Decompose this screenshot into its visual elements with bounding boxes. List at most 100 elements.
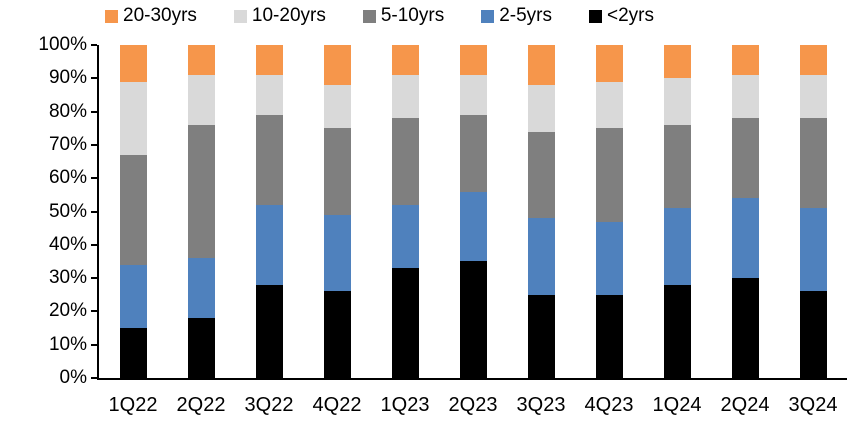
bar-segment-2q23-lt2yrs bbox=[459, 261, 487, 378]
bar-segment-1q24-10-20yrs bbox=[663, 78, 691, 125]
bar-segment-1q23-20-30yrs bbox=[391, 45, 419, 75]
bar-segment-4q22-20-30yrs bbox=[323, 45, 351, 85]
legend-item-5-10yrs: 5-10yrs bbox=[362, 5, 444, 27]
legend-label-lt2yrs: <2yrs bbox=[607, 5, 654, 26]
legend-label-10-20yrs: 10-20yrs bbox=[251, 5, 326, 26]
bar-segment-2q23-10-20yrs bbox=[459, 75, 487, 115]
bar-segment-3q23-5-10yrs bbox=[527, 131, 555, 219]
bar-segment-2q22-10-20yrs bbox=[187, 75, 215, 125]
stacked-bar-1q24 bbox=[663, 45, 691, 378]
y-axis-label-0: 0% bbox=[59, 367, 87, 388]
bar-segment-2q24-20-30yrs bbox=[731, 45, 759, 76]
y-axis-tick bbox=[91, 310, 97, 313]
bar-segment-3q22-10-20yrs bbox=[255, 75, 283, 115]
bar-segment-2q24-2-5yrs bbox=[731, 198, 759, 279]
legend-item-20-30yrs: 20-30yrs bbox=[105, 5, 197, 27]
bar-slot-1q23 bbox=[371, 45, 439, 378]
legend-label-20-30yrs: 20-30yrs bbox=[123, 5, 197, 26]
y-axis-tick bbox=[91, 377, 97, 379]
bar-segment-4q22-10-20yrs bbox=[323, 84, 351, 129]
stacked-bar-3q22 bbox=[255, 45, 283, 378]
chart-legend: 20-30yrs 10-20yrs 5-10yrs 2-5yrs <2yrs bbox=[105, 5, 654, 27]
bar-segment-3q22-2-5yrs bbox=[255, 204, 283, 285]
bar-segment-1q24-2-5yrs bbox=[663, 208, 691, 285]
bar-segment-3q23-20-30yrs bbox=[527, 45, 555, 85]
x-axis-label-4q23: 4Q23 bbox=[584, 394, 634, 416]
stacked-bar-4q23 bbox=[595, 45, 623, 378]
bar-segment-3q24-2-5yrs bbox=[799, 208, 827, 292]
bar-segment-1q22-lt2yrs bbox=[119, 328, 147, 378]
bar-slot-4q22 bbox=[303, 45, 371, 378]
stacked-bar-4q22 bbox=[323, 45, 351, 378]
x-axis-label-3q23: 3Q23 bbox=[516, 394, 566, 416]
x-axis-label-3q22: 3Q22 bbox=[244, 394, 294, 416]
bar-segment-2q22-20-30yrs bbox=[187, 45, 215, 75]
y-axis-tick bbox=[91, 110, 97, 113]
x-axis-label-3q24: 3Q24 bbox=[788, 394, 838, 416]
stacked-bar-3q23 bbox=[527, 45, 555, 378]
bar-segment-1q22-2-5yrs bbox=[119, 264, 147, 329]
bar-segment-4q23-lt2yrs bbox=[595, 294, 623, 378]
bar-segment-1q24-5-10yrs bbox=[663, 124, 691, 209]
bar-segment-3q23-2-5yrs bbox=[527, 218, 555, 295]
y-axis-label-40: 40% bbox=[48, 233, 87, 255]
stacked-bar-2q22 bbox=[187, 45, 215, 378]
bar-segment-1q22-10-20yrs bbox=[119, 81, 147, 155]
bar-slot-2q24 bbox=[711, 45, 779, 378]
bar-slot-2q23 bbox=[439, 45, 507, 378]
bar-segment-3q22-20-30yrs bbox=[255, 45, 283, 75]
legend-swatch-lt2yrs bbox=[589, 9, 602, 23]
bar-segment-3q24-20-30yrs bbox=[799, 45, 827, 75]
bar-segment-3q23-10-20yrs bbox=[527, 84, 555, 132]
x-axis-label-1q22: 1Q22 bbox=[108, 394, 158, 416]
y-axis-label-60: 60% bbox=[48, 167, 87, 189]
bar-segment-1q22-5-10yrs bbox=[119, 154, 147, 265]
stacked-bar-2q23 bbox=[459, 45, 487, 378]
x-axis-labels: 1Q22 2Q22 3Q22 4Q22 1Q23 2Q23 3Q23 4Q23 1Q24 2Q24… bbox=[99, 394, 847, 417]
x-axis-label-1q23: 1Q23 bbox=[380, 394, 430, 416]
legend-swatch-10-20yrs bbox=[233, 9, 247, 23]
bar-slot-3q23 bbox=[507, 45, 575, 378]
bar-segment-4q23-5-10yrs bbox=[595, 128, 623, 222]
y-axis-tick bbox=[91, 44, 97, 46]
stacked-bar-1q22 bbox=[119, 45, 147, 378]
y-axis-tick bbox=[91, 143, 97, 146]
y-axis-label-30: 30% bbox=[48, 267, 87, 289]
y-axis-tick bbox=[91, 277, 97, 280]
bar-segment-2q23-5-10yrs bbox=[459, 114, 487, 192]
bar-segment-2q23-2-5yrs bbox=[459, 191, 487, 262]
bar-segment-1q23-2-5yrs bbox=[391, 204, 419, 269]
bar-segment-3q24-lt2yrs bbox=[799, 291, 827, 378]
bar-slot-3q22 bbox=[235, 45, 303, 378]
bar-segment-3q23-lt2yrs bbox=[527, 294, 555, 378]
y-axis-tick bbox=[91, 77, 97, 80]
bar-segment-1q24-20-30yrs bbox=[663, 45, 691, 79]
y-axis-label-10: 10% bbox=[48, 333, 87, 355]
y-axis-tick bbox=[91, 343, 97, 346]
bar-segment-1q23-10-20yrs bbox=[391, 75, 419, 119]
bar-slot-1q22 bbox=[99, 45, 167, 378]
bar-segment-2q24-10-20yrs bbox=[731, 75, 759, 119]
y-axis-label-100: 100% bbox=[38, 34, 87, 55]
legend-item-10-20yrs: 10-20yrs bbox=[233, 5, 326, 27]
bar-slot-2q22 bbox=[167, 45, 235, 378]
stacked-bar-3q24 bbox=[799, 45, 827, 378]
x-axis-label-2q24: 2Q24 bbox=[720, 394, 770, 416]
bar-segment-1q23-5-10yrs bbox=[391, 118, 419, 205]
legend-item-2-5yrs: 2-5yrs bbox=[481, 5, 552, 27]
bar-segment-3q24-5-10yrs bbox=[799, 118, 827, 209]
legend-swatch-5-10yrs bbox=[362, 9, 376, 23]
bar-segment-2q24-5-10yrs bbox=[731, 118, 759, 199]
y-axis-tick bbox=[91, 243, 97, 246]
bar-segment-2q24-lt2yrs bbox=[731, 278, 759, 378]
x-axis-label-2q22: 2Q22 bbox=[176, 394, 226, 416]
y-axis-label-80: 80% bbox=[48, 100, 87, 122]
y-axis-tick bbox=[91, 210, 97, 213]
bar-slot-1q24 bbox=[643, 45, 711, 378]
plot-area: 1Q22 2Q22 3Q22 4Q22 1Q23 2Q23 3Q23 4Q23 1Q24 2Q24… bbox=[38, 34, 847, 416]
bar-segment-1q23-lt2yrs bbox=[391, 268, 419, 378]
bar-segment-3q22-lt2yrs bbox=[255, 284, 283, 378]
bar-segment-3q24-10-20yrs bbox=[799, 74, 827, 119]
bar-slot-3q24 bbox=[779, 45, 847, 378]
